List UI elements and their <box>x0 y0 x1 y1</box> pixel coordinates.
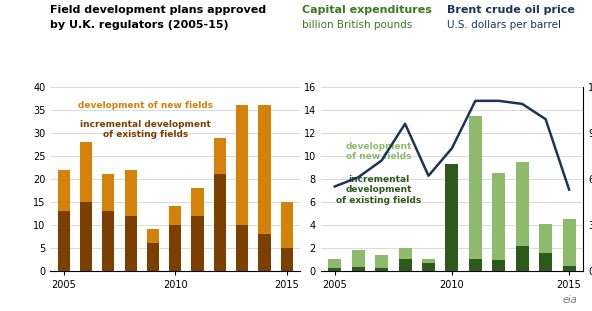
Bar <box>80 142 92 271</box>
Bar <box>169 207 181 271</box>
Bar <box>124 216 137 271</box>
Text: Field development plans approved: Field development plans approved <box>50 5 266 15</box>
Bar <box>422 262 435 271</box>
Bar <box>375 268 388 271</box>
Bar <box>147 229 159 271</box>
Bar <box>102 174 114 271</box>
Bar <box>516 247 529 271</box>
Text: incremental development
of existing fields: incremental development of existing fiel… <box>80 120 211 139</box>
Bar <box>493 260 505 271</box>
Bar <box>236 105 249 271</box>
Bar <box>258 234 271 271</box>
Bar <box>329 268 341 271</box>
Bar <box>258 105 271 271</box>
Text: incremental
development
of existing fields: incremental development of existing fiel… <box>336 175 421 205</box>
Text: Brent crude oil price: Brent crude oil price <box>447 5 575 15</box>
Text: by U.K. regulators (2005-15): by U.K. regulators (2005-15) <box>50 20 229 30</box>
Bar <box>398 248 411 271</box>
Bar <box>445 213 458 271</box>
Bar <box>57 170 70 271</box>
Bar <box>191 216 204 271</box>
Bar <box>516 162 529 271</box>
Bar <box>539 224 552 271</box>
Bar <box>80 202 92 271</box>
Bar <box>493 173 505 271</box>
Bar <box>191 188 204 271</box>
Text: billion British pounds: billion British pounds <box>302 20 412 30</box>
Bar <box>281 248 293 271</box>
Bar <box>469 116 482 271</box>
Bar <box>147 243 159 271</box>
Text: eia: eia <box>562 295 577 305</box>
Bar <box>236 225 249 271</box>
Bar <box>102 211 114 271</box>
Text: U.S. dollars per barrel: U.S. dollars per barrel <box>447 20 561 30</box>
Bar <box>169 225 181 271</box>
Text: development
of new fields: development of new fields <box>345 142 411 161</box>
Bar <box>214 174 226 271</box>
Bar <box>329 259 341 271</box>
Bar <box>469 259 482 271</box>
Bar <box>562 219 575 271</box>
Bar <box>124 170 137 271</box>
Bar <box>352 267 365 271</box>
Bar <box>281 202 293 271</box>
Bar <box>375 254 388 271</box>
Bar <box>398 259 411 271</box>
Bar <box>352 250 365 271</box>
Bar <box>422 259 435 271</box>
Bar <box>445 164 458 271</box>
Bar <box>562 266 575 271</box>
Bar <box>57 211 70 271</box>
Text: development of new fields: development of new fields <box>78 101 213 110</box>
Text: Capital expenditures: Capital expenditures <box>302 5 432 15</box>
Bar <box>214 137 226 271</box>
Bar <box>539 253 552 271</box>
